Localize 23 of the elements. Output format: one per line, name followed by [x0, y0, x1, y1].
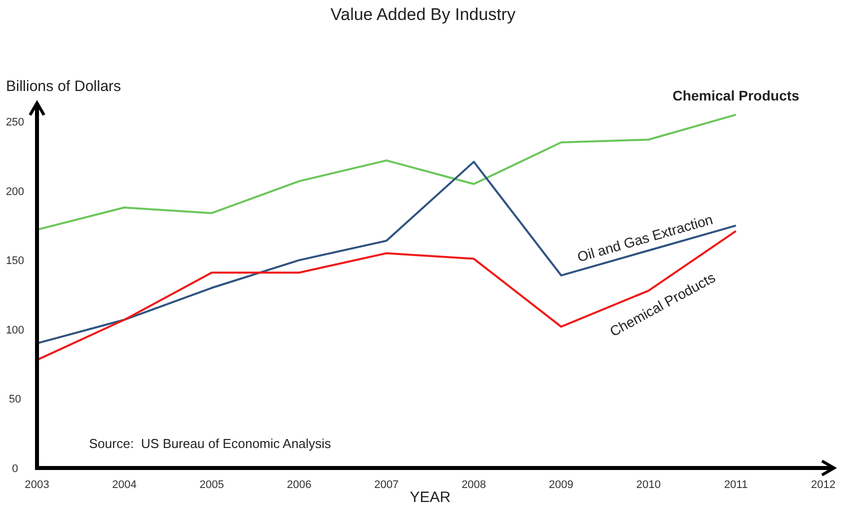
- y-tick-label: 100: [6, 324, 24, 336]
- x-tick-label: 2003: [24, 479, 50, 491]
- series-label: Chemical Products: [672, 88, 800, 104]
- x-tick-label: 2006: [286, 479, 312, 491]
- x-tick-label: 2005: [199, 479, 224, 491]
- line-series: [36, 160, 737, 344]
- annotation: Source: US Bureau of Economic Analysis: [89, 436, 332, 451]
- x-tick-label: 2011: [724, 479, 748, 491]
- chart-title: Value Added By Industry: [330, 5, 516, 24]
- x-axis-title: YEAR: [410, 489, 451, 506]
- y-tick-label: 0: [12, 462, 18, 475]
- text: Oil and Gas Extraction: [575, 211, 715, 265]
- y-tick-label: 250: [6, 116, 24, 128]
- y-axis-title: Billions of Dollars: [6, 78, 122, 95]
- x-tick-label: 2004: [112, 479, 137, 491]
- x-tick-label: 2007: [374, 479, 399, 491]
- y-tick-label: 50: [8, 394, 22, 406]
- x-tick-label: 2008: [462, 479, 486, 491]
- x-tick-label: 2009: [548, 479, 574, 491]
- x-tick-label: 2010: [636, 479, 661, 491]
- y-tick-label: 200: [6, 186, 24, 198]
- y-tick-label: 150: [6, 255, 24, 268]
- x-tick-label: 2012: [811, 479, 836, 491]
